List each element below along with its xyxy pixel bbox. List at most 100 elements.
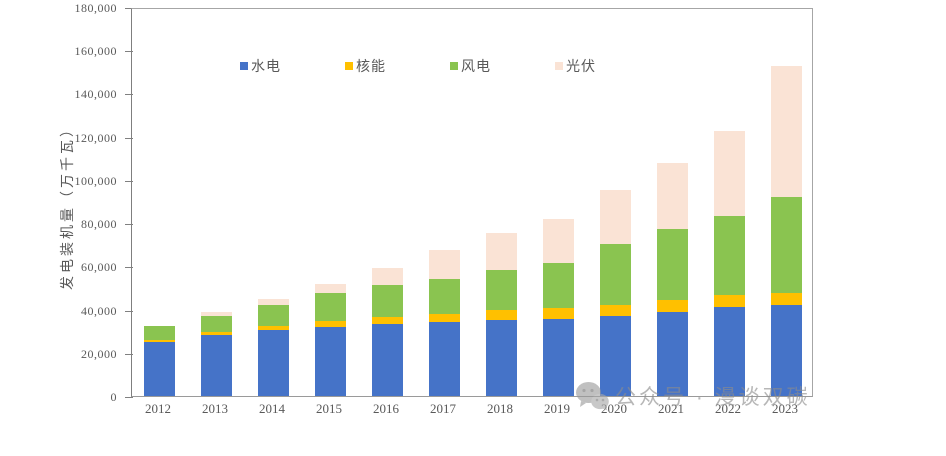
bar-2017 <box>428 250 460 396</box>
bar-2020-segment-nuclear <box>599 305 631 317</box>
bar-2019-segment-hydro <box>542 318 574 396</box>
y-tick-mark <box>125 397 133 398</box>
bar-2017-segment-wind <box>428 278 460 314</box>
y-tick-mark <box>125 311 133 312</box>
bar-2021-segment-solar <box>656 162 688 230</box>
bar-2015-segment-nuclear <box>314 321 346 327</box>
x-tick-label-2013: 2013 <box>202 401 228 416</box>
bar-2016-segment-wind <box>371 284 403 317</box>
bar-2020-segment-solar <box>599 189 631 245</box>
bar-2015 <box>314 283 346 396</box>
bar-2022 <box>713 130 745 396</box>
y-tick-mark <box>125 138 133 139</box>
bar-2018-segment-hydro <box>485 319 517 396</box>
legend-marker-solar <box>555 62 563 70</box>
x-tick-label-2019: 2019 <box>544 401 570 416</box>
bar-2012-segment-wind <box>143 326 175 340</box>
y-tick-label: 20,000 <box>81 346 117 361</box>
bar-2014-segment-solar <box>257 298 289 305</box>
y-tick-mark <box>125 267 133 268</box>
legend-marker-wind <box>450 62 458 70</box>
y-tick-mark <box>125 354 133 355</box>
y-tick-label: 100,000 <box>74 173 117 188</box>
bar-2018-segment-wind <box>485 270 517 311</box>
bar-2017-segment-hydro <box>428 321 460 396</box>
x-tick-label-2022: 2022 <box>715 401 741 416</box>
bar-2021 <box>656 162 688 396</box>
bar-2019-segment-solar <box>542 218 574 263</box>
bar-2016-segment-hydro <box>371 324 403 396</box>
bar-2013-segment-nuclear <box>200 332 232 336</box>
legend-item-hydro: 水电 <box>240 56 281 76</box>
legend-label-nuclear: 核能 <box>356 60 386 75</box>
y-tick-mark <box>125 51 133 52</box>
y-tick-label: 60,000 <box>81 260 117 275</box>
x-tick-label-2017: 2017 <box>430 401 456 416</box>
bar-2012-segment-hydro <box>143 342 175 396</box>
bar-2020-segment-hydro <box>599 316 631 396</box>
bar-2018-segment-solar <box>485 232 517 271</box>
bar-2013-segment-hydro <box>200 335 232 396</box>
bar-2015-segment-wind <box>314 292 346 322</box>
bar-2023 <box>770 65 802 396</box>
x-tick-label-2020: 2020 <box>601 401 627 416</box>
legend-label-wind: 风电 <box>461 60 491 75</box>
legend-item-solar: 光伏 <box>555 56 596 76</box>
bar-2017-segment-solar <box>428 250 460 279</box>
bar-2018 <box>485 232 517 396</box>
x-tick-label-2015: 2015 <box>316 401 342 416</box>
bar-2016 <box>371 268 403 396</box>
bar-2014 <box>257 298 289 396</box>
x-tick-label-2012: 2012 <box>145 401 171 416</box>
bar-2022-segment-nuclear <box>713 294 745 307</box>
y-tick-label: 180,000 <box>74 1 117 15</box>
bar-2019-segment-wind <box>542 262 574 309</box>
legend: 水电 核能 风电 光伏 <box>240 56 596 76</box>
y-tick-label: 40,000 <box>81 303 117 318</box>
plot-area: 水电 核能 风电 光伏 <box>131 8 813 397</box>
y-tick-label: 0 <box>110 390 117 404</box>
y-tick-mark <box>125 224 133 225</box>
bar-2014-segment-wind <box>257 304 289 326</box>
bar-2020-segment-wind <box>599 244 631 306</box>
bar-2014-segment-hydro <box>257 330 289 396</box>
bar-2014-segment-nuclear <box>257 325 289 331</box>
legend-label-solar: 光伏 <box>566 60 596 75</box>
y-tick-label: 120,000 <box>74 130 117 145</box>
bar-2016-segment-solar <box>371 268 403 285</box>
y-tick-label: 80,000 <box>81 217 117 232</box>
y-tick-label: 140,000 <box>74 87 117 102</box>
bar-2018-segment-nuclear <box>485 310 517 320</box>
legend-item-wind: 风电 <box>450 56 491 76</box>
bar-2017-segment-nuclear <box>428 313 460 322</box>
bar-2012-segment-nuclear <box>143 339 175 343</box>
x-tick-label-2014: 2014 <box>259 401 285 416</box>
bar-2022-segment-hydro <box>713 306 745 396</box>
legend-item-nuclear: 核能 <box>345 56 386 76</box>
bar-2021-segment-wind <box>656 229 688 301</box>
bar-2016-segment-nuclear <box>371 316 403 325</box>
bar-2013 <box>200 312 232 396</box>
y-tick-mark <box>125 181 133 182</box>
bar-2013-segment-solar <box>200 312 232 316</box>
bar-2021-segment-nuclear <box>656 300 688 312</box>
y-tick-mark <box>125 8 133 9</box>
legend-label-hydro: 水电 <box>251 60 281 75</box>
bar-2022-segment-solar <box>713 130 745 216</box>
bar-2015-segment-hydro <box>314 326 346 396</box>
bar-2022-segment-wind <box>713 215 745 295</box>
y-tick-mark <box>125 94 133 95</box>
bar-2019-segment-nuclear <box>542 308 574 319</box>
legend-marker-hydro <box>240 62 248 70</box>
bar-2023-segment-solar <box>770 65 802 198</box>
bar-2023-segment-nuclear <box>770 292 802 305</box>
bar-2020 <box>599 189 631 396</box>
legend-marker-nuclear <box>345 62 353 70</box>
x-tick-label-2021: 2021 <box>658 401 684 416</box>
bar-2023-segment-hydro <box>770 304 802 396</box>
x-tick-label-2018: 2018 <box>487 401 513 416</box>
bar-2012-segment-solar <box>143 325 175 327</box>
bar-2021-segment-hydro <box>656 311 688 396</box>
x-tick-label-2023: 2023 <box>772 401 798 416</box>
